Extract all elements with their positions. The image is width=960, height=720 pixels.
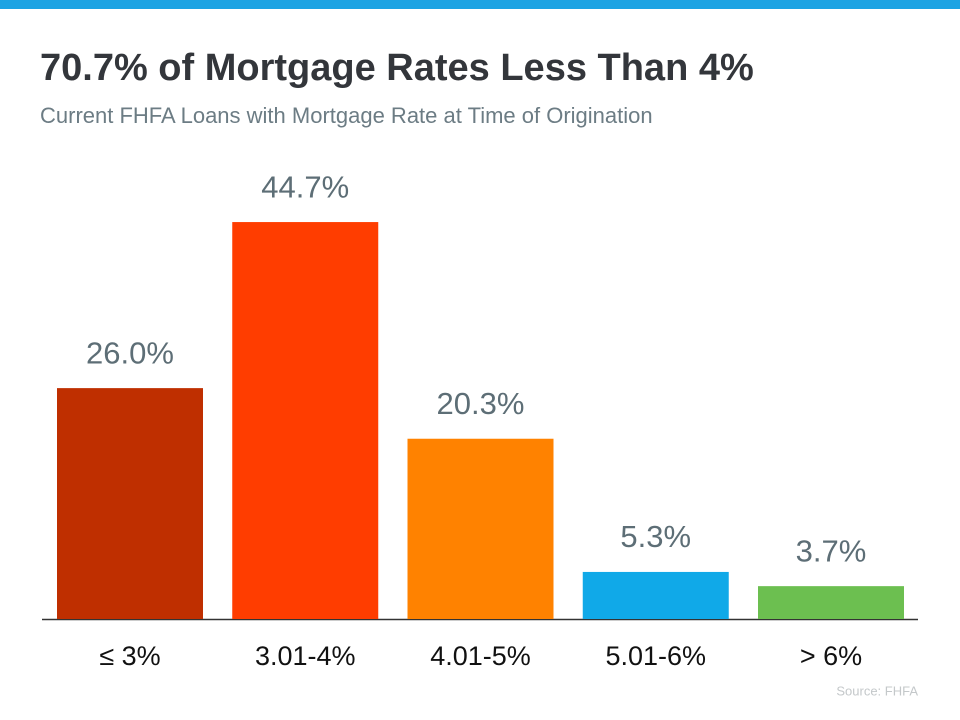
chart-title: 70.7% of Mortgage Rates Less Than 4% xyxy=(40,47,754,89)
x-tick-label: > 6% xyxy=(800,641,862,671)
x-tick-label: 5.01-6% xyxy=(605,641,706,671)
x-tick-label: 4.01-5% xyxy=(430,641,531,671)
value-label: 20.3% xyxy=(437,386,525,421)
bar xyxy=(758,586,904,619)
source: Source: FHFA xyxy=(836,683,918,698)
x-tick-label: 3.01-4% xyxy=(255,641,356,671)
value-label: 26.0% xyxy=(86,335,174,370)
value-label: 5.3% xyxy=(620,519,691,554)
bar xyxy=(582,571,729,619)
value-label: 44.7% xyxy=(261,169,349,204)
chart-subtitle: Current FHFA Loans with Mortgage Rate at… xyxy=(40,103,653,128)
top-band xyxy=(0,0,960,9)
bar xyxy=(232,222,379,619)
bar xyxy=(407,438,554,619)
bar xyxy=(57,388,203,619)
x-tick-label: ≤ 3% xyxy=(99,641,160,671)
value-label: 3.7% xyxy=(796,533,867,568)
